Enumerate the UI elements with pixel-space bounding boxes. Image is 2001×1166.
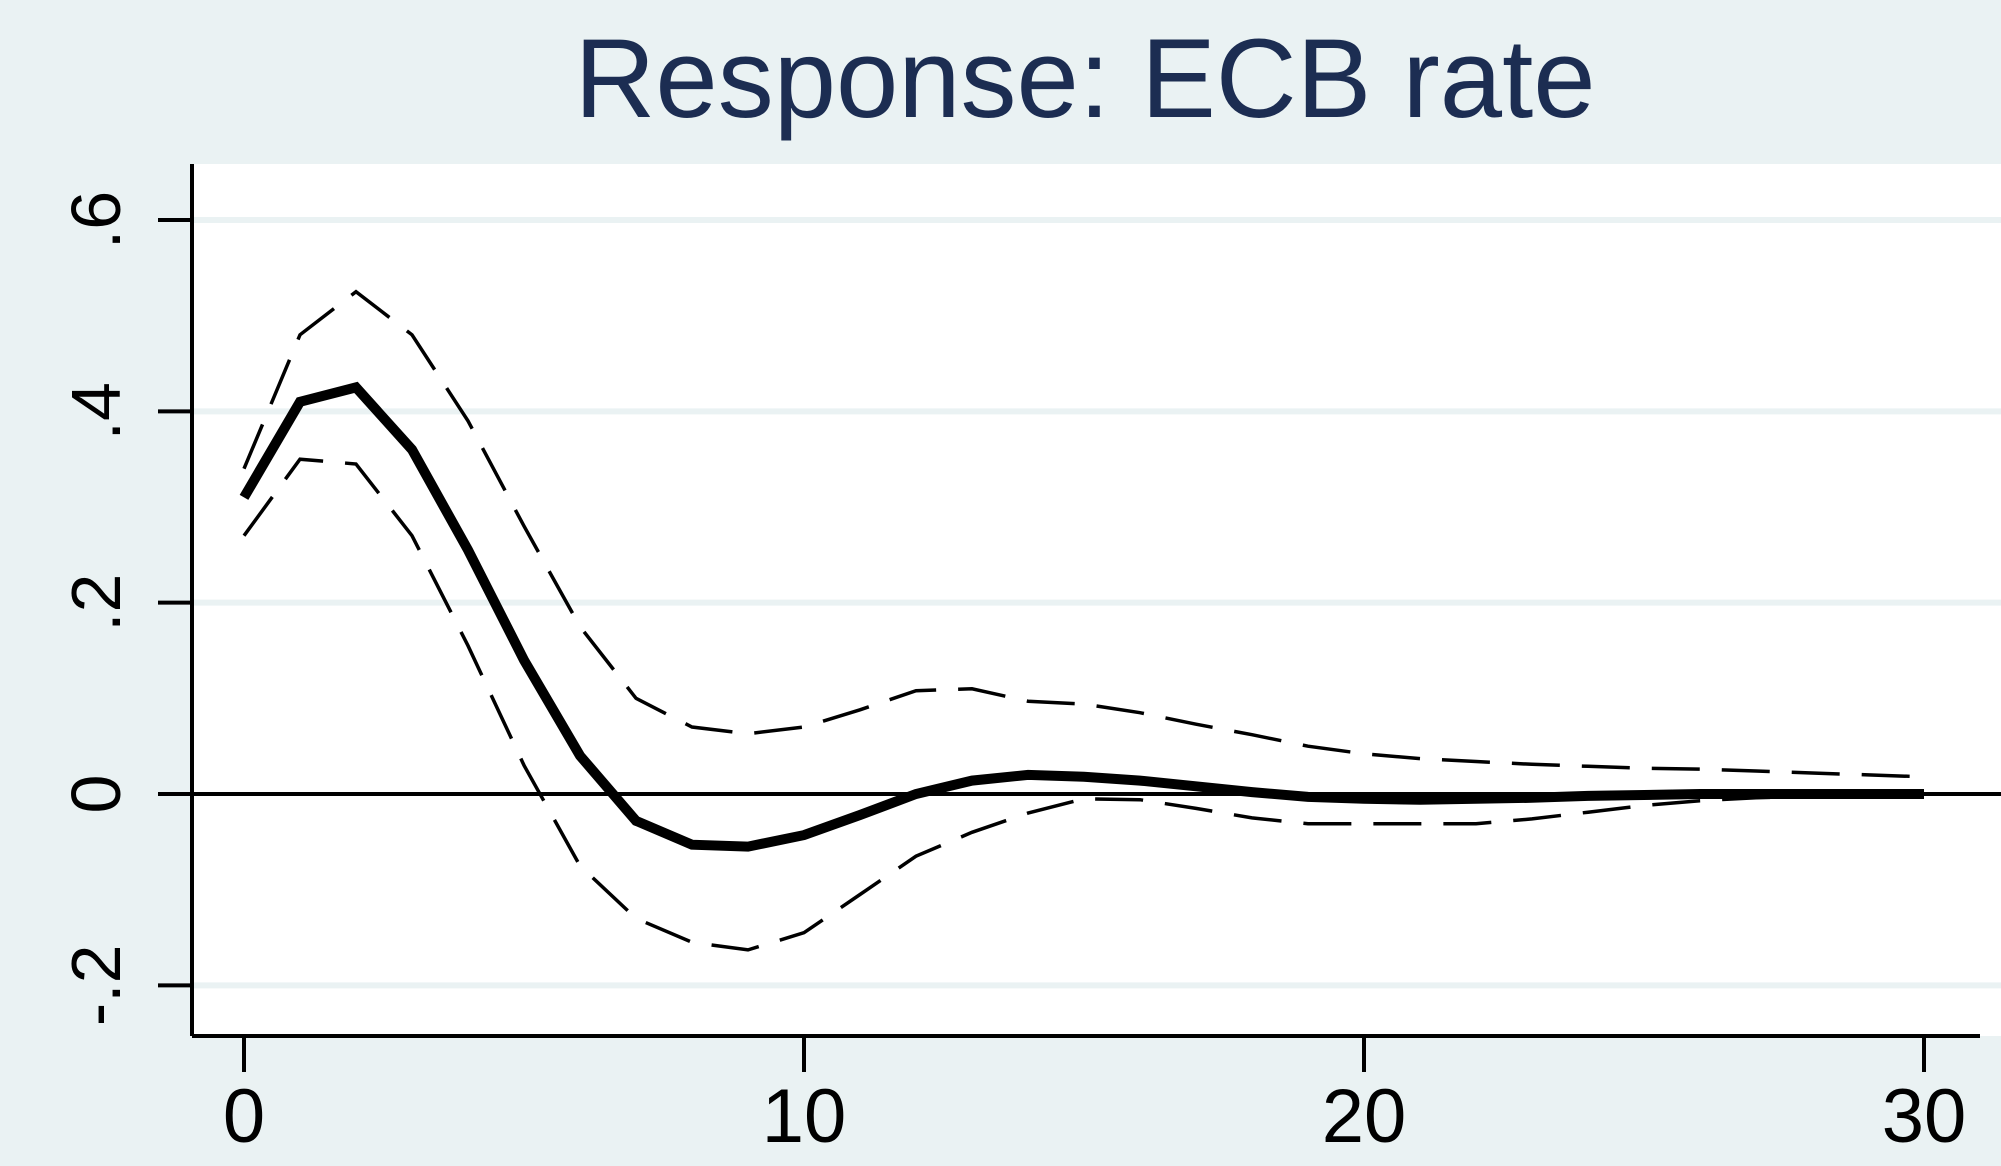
tick-labels: -.2 0 .2 .4 .6 0 10 20 30: [57, 191, 1966, 1159]
series-line-2: [242, 457, 1925, 952]
y-tick-label-2: .2: [57, 574, 135, 632]
x-tick-label-2: 20: [1322, 1074, 1407, 1159]
x-tick-label-1: 10: [762, 1074, 847, 1159]
series-line-1: [242, 289, 1925, 779]
series-group: [239, 289, 1925, 952]
y-tick-label-4: .6: [57, 191, 135, 249]
y-tick-label-3: .4: [57, 382, 135, 440]
chart-title: Response: ECB rate: [575, 16, 1596, 141]
y-tick-label-1: 0: [57, 775, 135, 814]
series-line-0: [239, 381, 1924, 852]
x-tick-label-3: 30: [1882, 1074, 1967, 1159]
axes: [158, 164, 1980, 1072]
grid-lines: [192, 217, 2001, 989]
y-tick-label-0: -.2: [57, 944, 135, 1026]
x-tick-label-0: 0: [223, 1074, 265, 1159]
